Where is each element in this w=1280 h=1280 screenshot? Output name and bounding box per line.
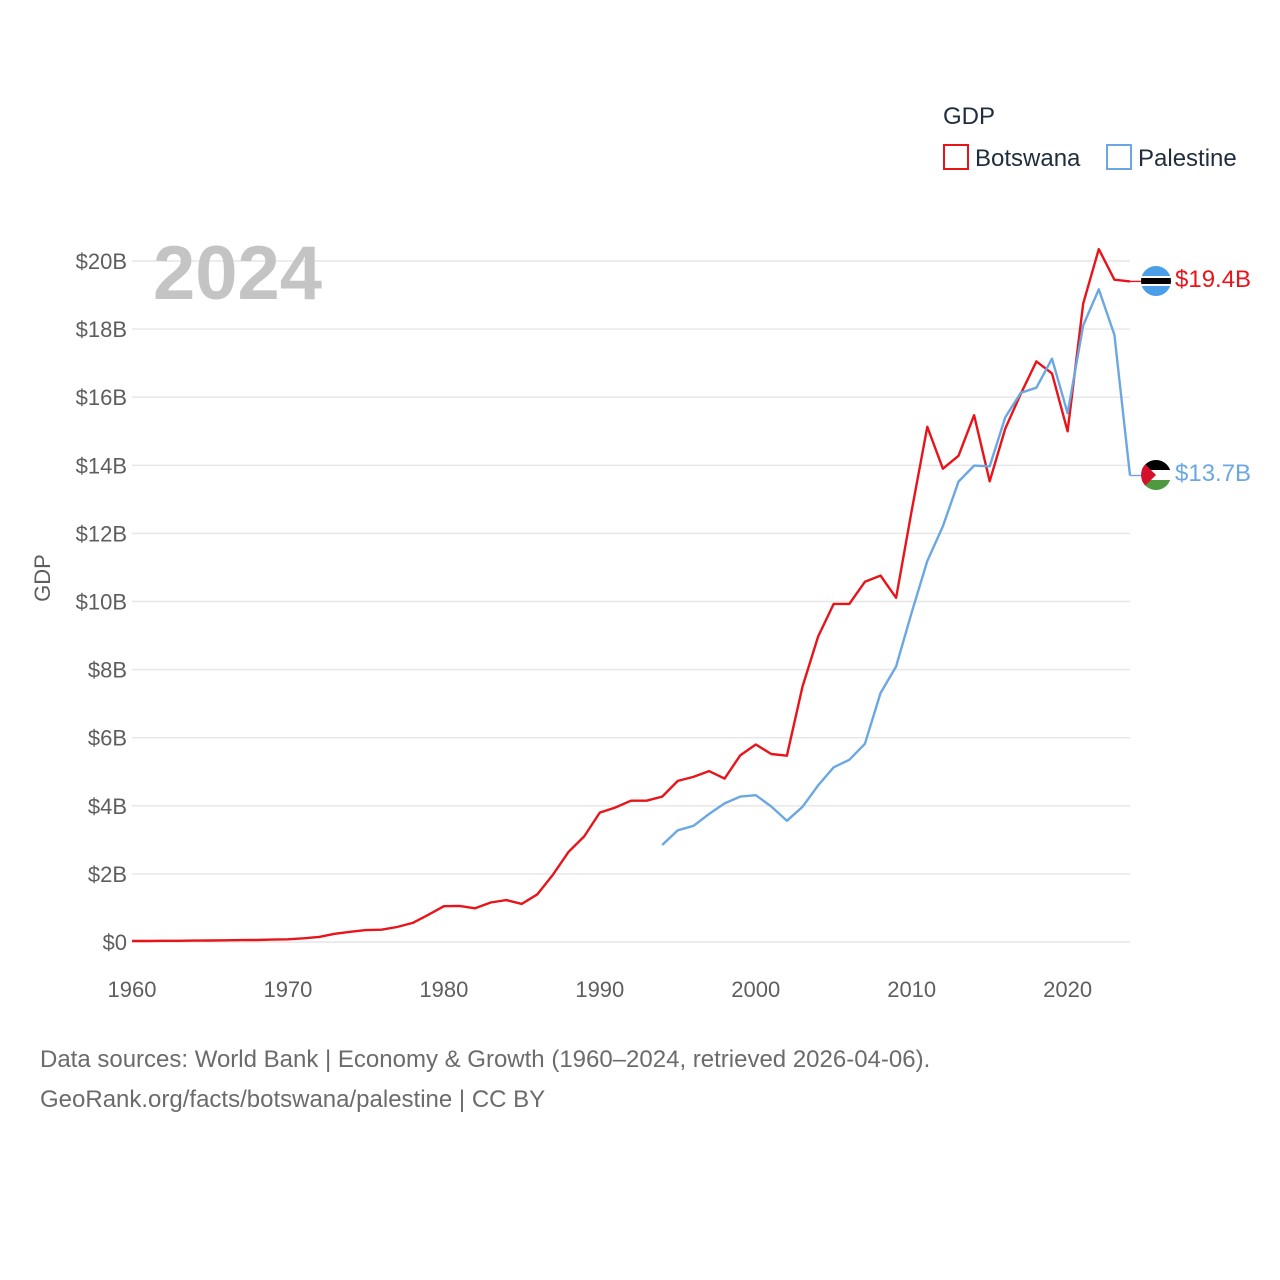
x-tick-label: 1990: [575, 977, 624, 1002]
botswana-flag-icon: [1141, 266, 1171, 296]
y-tick-label: $6B: [88, 726, 127, 751]
x-tick-label: 1970: [263, 977, 312, 1002]
source-note: Data sources: World Bank | Economy & Gro…: [40, 1040, 930, 1120]
palestine-flag-icon: [1141, 460, 1171, 490]
legend-swatch-palestine[interactable]: [1106, 144, 1132, 170]
y-tick-label: $0: [103, 930, 127, 955]
y-tick-label: $10B: [76, 590, 127, 615]
source-line-link[interactable]: GeoRank.org/facts/botswana/palestine | C…: [40, 1086, 546, 1113]
y-tick-label: $12B: [76, 521, 127, 546]
x-tick-label: 2000: [731, 977, 780, 1002]
y-tick-label: $4B: [88, 794, 127, 819]
y-tick-label: $14B: [76, 453, 127, 478]
x-axis-ticks: 1960 1970 1980 1990 2000 2010 2020: [108, 977, 1093, 1002]
y-axis-label: GDP: [30, 554, 55, 602]
end-label-palestine: $13.7B: [1175, 460, 1251, 487]
y-tick-label: $2B: [88, 862, 127, 887]
legend-swatch-botswana[interactable]: [943, 144, 969, 170]
x-tick-label: 2020: [1043, 977, 1092, 1002]
series-line-botswana[interactable]: [132, 247, 1131, 943]
y-axis-ticks: $0 $2B $4B $6B $8B $10B $12B $14B $16B $18B $20B: [76, 249, 127, 955]
legend-label-botswana[interactable]: Botswana: [975, 145, 1081, 172]
y-tick-label: $8B: [88, 658, 127, 683]
x-tick-label: 1960: [108, 977, 157, 1002]
y-tick-label: $20B: [76, 249, 127, 274]
gridlines: [132, 260, 1130, 943]
legend-label-palestine[interactable]: Palestine: [1138, 145, 1237, 172]
year-overlay: 2024: [153, 231, 322, 316]
series-lines: [132, 247, 1141, 943]
series-line-palestine[interactable]: [661, 288, 1132, 846]
source-line-data: Data sources: World Bank | Economy & Gro…: [40, 1046, 931, 1073]
legend: GDP Botswana Palestine: [943, 103, 1237, 172]
legend-title: GDP: [943, 103, 995, 130]
y-tick-label: $18B: [76, 317, 127, 342]
y-tick-label: $16B: [76, 385, 127, 410]
end-label-botswana: $19.4B: [1175, 266, 1251, 293]
x-tick-label: 1980: [419, 977, 468, 1002]
x-tick-label: 2010: [887, 977, 936, 1002]
